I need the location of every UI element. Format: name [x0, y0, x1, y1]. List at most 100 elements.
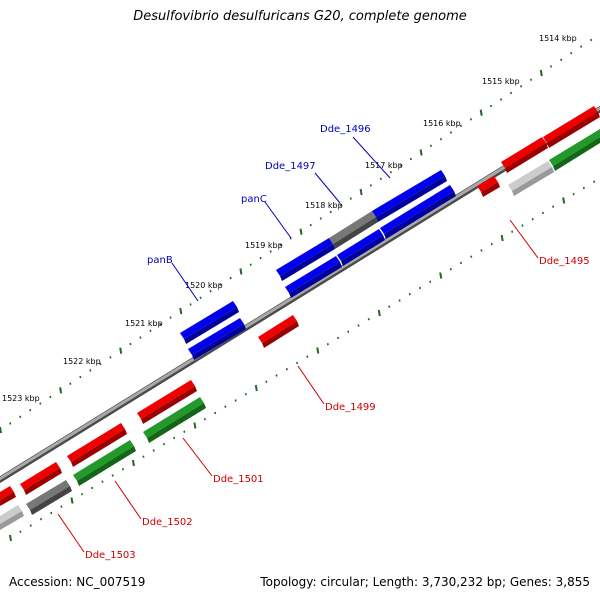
minor-tick	[285, 368, 288, 371]
minor-tick	[520, 85, 523, 88]
major-tick	[439, 272, 443, 279]
light-gray-arrow-left[interactable]	[0, 505, 24, 530]
minor-tick	[29, 524, 32, 527]
major-tick	[70, 497, 74, 504]
gene-label-Dde_1501[interactable]: Dde_1501	[213, 474, 264, 485]
gene-panC-inner-arrow[interactable]	[285, 256, 342, 298]
major-tick	[59, 387, 63, 394]
major-tick	[179, 307, 183, 315]
minor-tick	[89, 369, 92, 372]
pseudo-gray-arrow-1503[interactable]	[26, 480, 72, 515]
minor-tick	[69, 382, 72, 385]
minor-tick	[339, 204, 342, 207]
rna-green-arrow-1502[interactable]	[73, 440, 136, 486]
gene-right-red-arrow-1[interactable]	[501, 137, 548, 173]
map-title: Desulfovibrio desulfuricans G20, complet…	[133, 9, 467, 24]
gene-label-Dde_1499[interactable]: Dde_1499	[325, 402, 376, 413]
minor-tick	[279, 243, 282, 247]
minor-tick	[149, 329, 152, 332]
minor-tick	[269, 250, 272, 253]
minor-tick	[449, 268, 452, 271]
gene-Dde_1495-arrow[interactable]	[477, 176, 500, 197]
minor-tick	[189, 303, 192, 306]
minor-tick	[469, 118, 472, 121]
minor-tick	[29, 409, 32, 412]
major-tick	[9, 534, 12, 542]
reverse-strand-features	[0, 106, 600, 530]
outer-tick-ring	[0, 38, 593, 434]
minor-tick	[511, 230, 514, 233]
gene-Dde_1503-arrow[interactable]	[20, 462, 62, 495]
gene-right-red-arrow-2[interactable]	[543, 106, 600, 148]
gene-Dde_1499-arrow[interactable]	[258, 315, 299, 348]
minor-tick	[209, 290, 212, 293]
minor-tick	[531, 218, 534, 221]
minor-tick	[582, 186, 585, 190]
minor-tick	[39, 402, 42, 405]
major-tick	[299, 228, 303, 235]
major-tick	[359, 188, 363, 196]
scale-label-1519: 1519 kbp	[245, 241, 283, 250]
gene-label-Dde_1503[interactable]: Dde_1503	[85, 550, 136, 561]
gene-label-panB[interactable]: panB	[147, 255, 173, 266]
minor-tick	[173, 436, 176, 440]
minor-tick	[429, 280, 432, 283]
minor-tick	[490, 104, 493, 108]
scale-labels: 1514 kbp 1515 kbp 1516 kbp 1517 kbp 1518…	[2, 34, 577, 403]
minor-tick	[337, 336, 340, 340]
rna-green-arrow-right[interactable]	[549, 129, 600, 171]
light-gray-arrow-right[interactable]	[508, 161, 554, 196]
minor-tick	[19, 530, 22, 533]
minor-tick	[142, 455, 145, 458]
accession-text: Accession: NC_007519	[9, 575, 146, 589]
gene-label-Dde_1495[interactable]: Dde_1495	[539, 256, 590, 267]
minor-tick	[449, 131, 452, 134]
minor-tick	[139, 336, 142, 339]
minor-tick	[91, 486, 94, 490]
minor-tick	[389, 171, 392, 174]
gene-panB-arrow[interactable]	[180, 301, 239, 344]
minor-tick	[275, 374, 278, 377]
gene-Dde_1496-arrow[interactable]	[372, 170, 447, 222]
gene-label-panC[interactable]: panC	[241, 194, 267, 205]
minor-tick	[214, 411, 217, 415]
gene-panB-inner-arrow[interactable]	[188, 318, 246, 360]
gene-Dde_1502-arrow[interactable]	[67, 423, 127, 467]
rna-green-arrow-1501[interactable]	[143, 397, 206, 443]
major-tick	[193, 422, 197, 429]
gene-label-Dde_1497[interactable]: Dde_1497	[265, 161, 316, 172]
minor-tick	[219, 283, 222, 286]
minor-tick	[234, 399, 237, 402]
gene-Dde_1496-inner-arrow[interactable]	[380, 185, 456, 239]
minor-tick	[349, 197, 352, 200]
minor-tick	[580, 45, 583, 48]
gene-panC-arrow[interactable]	[276, 238, 335, 281]
minor-tick	[19, 415, 22, 418]
minor-tick	[203, 418, 206, 421]
minor-tick	[570, 52, 573, 55]
minor-tick	[99, 362, 102, 366]
minor-tick	[162, 443, 165, 446]
gene-label-Dde_1502[interactable]: Dde_1502	[142, 517, 193, 528]
minor-tick	[550, 65, 553, 68]
gene-label-Dde_1496[interactable]: Dde_1496	[320, 124, 371, 135]
gene-Dde_1501-arrow[interactable]	[137, 380, 197, 424]
minor-tick	[326, 343, 329, 346]
minor-tick	[199, 296, 202, 299]
minor-tick	[109, 356, 112, 359]
gene-Dde_1497-arrow[interactable]	[329, 211, 378, 249]
major-tick	[479, 109, 483, 116]
minor-tick	[429, 144, 432, 147]
minor-tick	[379, 177, 382, 180]
minor-tick	[480, 249, 483, 252]
minor-tick	[398, 299, 401, 302]
minor-tick	[560, 58, 563, 61]
minor-tick	[572, 193, 575, 196]
scale-label-1523: 1523 kbp	[2, 394, 40, 403]
gene-left-edge-red-arrow[interactable]	[0, 486, 16, 506]
gene-Dde_1497-inner-arrow[interactable]	[337, 229, 385, 266]
major-tick	[500, 234, 504, 242]
genome-summary-text: Topology: circular; Length: 3,730,232 bp…	[260, 575, 590, 589]
major-tick	[254, 384, 258, 392]
